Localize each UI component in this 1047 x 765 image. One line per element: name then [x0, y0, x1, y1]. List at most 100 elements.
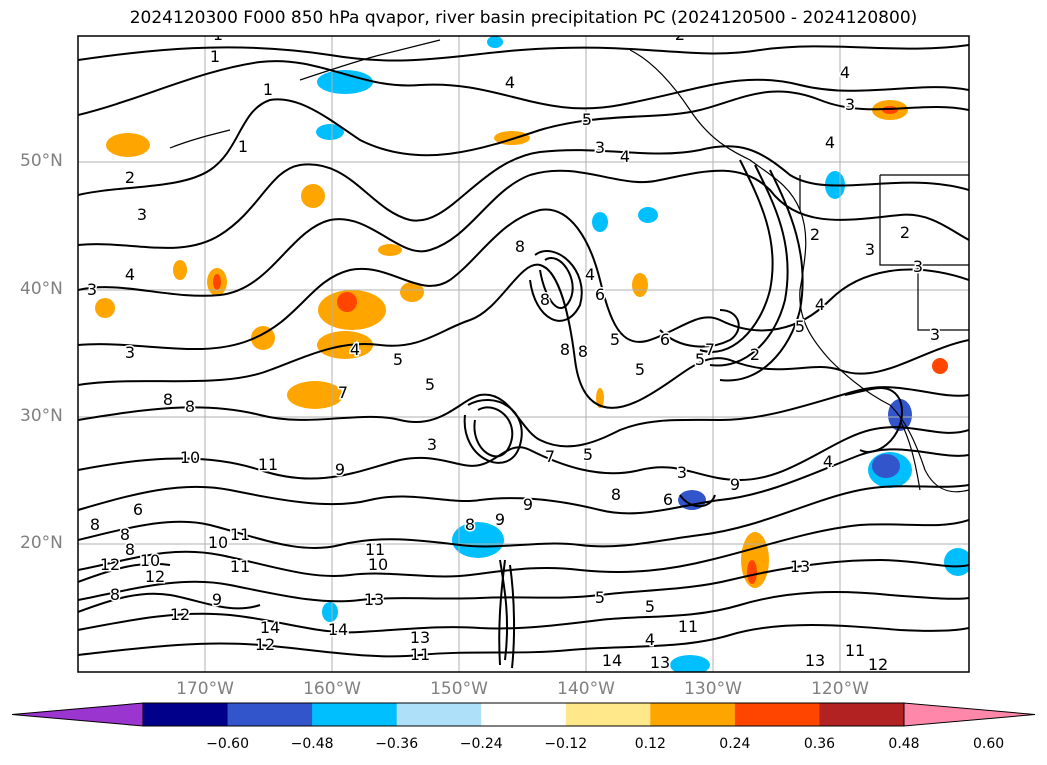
- colorbar-segment: [143, 703, 229, 726]
- shade-blob: [400, 282, 424, 302]
- shade-blob: [487, 36, 503, 48]
- contour-lines: [78, 44, 969, 669]
- colorbar-tick-label: 0.24: [719, 736, 751, 752]
- contour-label: 1: [213, 25, 223, 44]
- contour-label: 11: [258, 455, 278, 474]
- map-title: 2024120300 F000 850 hPa qvapor, river ba…: [129, 8, 918, 28]
- lon-label-150w: 150°W: [430, 679, 488, 699]
- contour-label: 3: [930, 325, 940, 344]
- contour-label: 8: [540, 290, 550, 309]
- contour-label: 8: [120, 525, 130, 544]
- lon-label-140w: 140°W: [557, 679, 615, 699]
- contour-label: 13: [410, 628, 430, 647]
- contour-label: 3: [677, 463, 687, 482]
- contour-label: 5: [582, 110, 592, 129]
- contour-label: 5: [583, 445, 593, 464]
- contour-label: 11: [365, 540, 385, 559]
- contour-label: 4: [823, 452, 833, 471]
- plot-frame: [77, 35, 970, 673]
- contour-label: 2: [675, 25, 685, 44]
- contour-label: 14: [602, 651, 622, 670]
- colorbar-segment: [396, 703, 482, 726]
- contour-label: 8: [90, 515, 100, 534]
- colorbar-tick-label: 0.12: [634, 736, 666, 752]
- shade-blob: [632, 273, 648, 297]
- lon-label-130w: 130°W: [684, 679, 742, 699]
- contour-label: 11: [230, 557, 250, 576]
- shade-blob: [213, 274, 221, 290]
- colorbar-tick-label: −0.60: [206, 736, 249, 752]
- shade-blob: [452, 522, 504, 558]
- coastlines: [169, 39, 969, 493]
- contour-label: 6: [660, 330, 670, 349]
- contour-label: 8: [185, 397, 195, 416]
- lon-label-120w: 120°W: [811, 679, 869, 699]
- shade-blob: [747, 560, 757, 584]
- contour-label: 5: [595, 588, 605, 607]
- shade-blob: [251, 326, 275, 350]
- contour-label: 8: [163, 390, 173, 409]
- contour-label: 12: [255, 635, 275, 654]
- shade-blob: [317, 70, 373, 94]
- lon-label-170w: 170°W: [176, 679, 234, 699]
- contour-label: 3: [125, 343, 135, 362]
- contour-label: 2: [900, 223, 910, 242]
- contour-label: 9: [523, 495, 533, 514]
- contour-label: 5: [635, 360, 645, 379]
- colorbar-tick-label: 0.36: [803, 736, 836, 752]
- contour-label: 7: [545, 447, 555, 466]
- contour-label: 4: [585, 265, 595, 284]
- contour-label: 1: [238, 137, 248, 156]
- contour-label: 3: [137, 205, 147, 224]
- colorbar-segment: [481, 703, 567, 726]
- shade-blob: [173, 260, 187, 280]
- colorbar-tick-label: −0.48: [290, 736, 334, 752]
- contour-label: 3: [595, 138, 605, 157]
- contour-label: 6: [595, 285, 605, 304]
- shade-blob: [316, 124, 344, 140]
- contour-label: 3: [845, 95, 855, 114]
- contour-label: 8: [560, 340, 570, 359]
- contour-label: 5: [610, 330, 620, 349]
- contour-label: 2: [750, 345, 760, 364]
- contour-label: 11: [845, 641, 865, 660]
- contour-label: 4: [350, 340, 360, 359]
- shaded-regions: [95, 36, 969, 672]
- contour-label: 12: [100, 555, 120, 574]
- shade-blob: [322, 602, 338, 622]
- contour-label: 4: [815, 295, 825, 314]
- contour-label: 8: [110, 585, 120, 604]
- contour-label: 8: [578, 342, 588, 361]
- colorbar-tick-label: −0.24: [459, 736, 503, 752]
- contour-label: 9: [212, 590, 222, 609]
- contour-label: 9: [495, 510, 505, 529]
- shade-blob: [287, 381, 343, 409]
- contour-label: 11: [410, 645, 430, 664]
- contour-label: 5: [695, 350, 705, 369]
- contour-label: 13: [650, 653, 670, 672]
- colorbar: [11, 702, 1036, 727]
- contour-label: 4: [505, 73, 515, 92]
- shade-blob: [378, 244, 402, 256]
- contour-label: 13: [790, 557, 810, 576]
- contour-label: 3: [865, 240, 875, 259]
- colorbar-segment: [227, 703, 313, 726]
- contour-label: 13: [805, 651, 825, 670]
- colorbar-frame: [142, 702, 905, 727]
- shade-blob: [592, 212, 608, 232]
- contour-label: 8: [611, 485, 621, 504]
- contour-label: 3: [427, 435, 437, 454]
- shade-blob: [301, 184, 325, 208]
- contour-label: 6: [663, 490, 673, 509]
- colorbar-segment: [565, 703, 651, 726]
- shade-blob: [872, 454, 900, 478]
- contour-label: 12: [868, 655, 888, 674]
- contour-label: 1: [210, 47, 220, 66]
- contour-label: 14: [260, 618, 280, 637]
- contour-label: 4: [620, 147, 630, 166]
- contour-label: 13: [364, 590, 384, 609]
- lat-label-20: 20°N: [20, 533, 63, 553]
- contour-label: 7: [338, 383, 348, 402]
- contour-label: 7: [705, 340, 715, 359]
